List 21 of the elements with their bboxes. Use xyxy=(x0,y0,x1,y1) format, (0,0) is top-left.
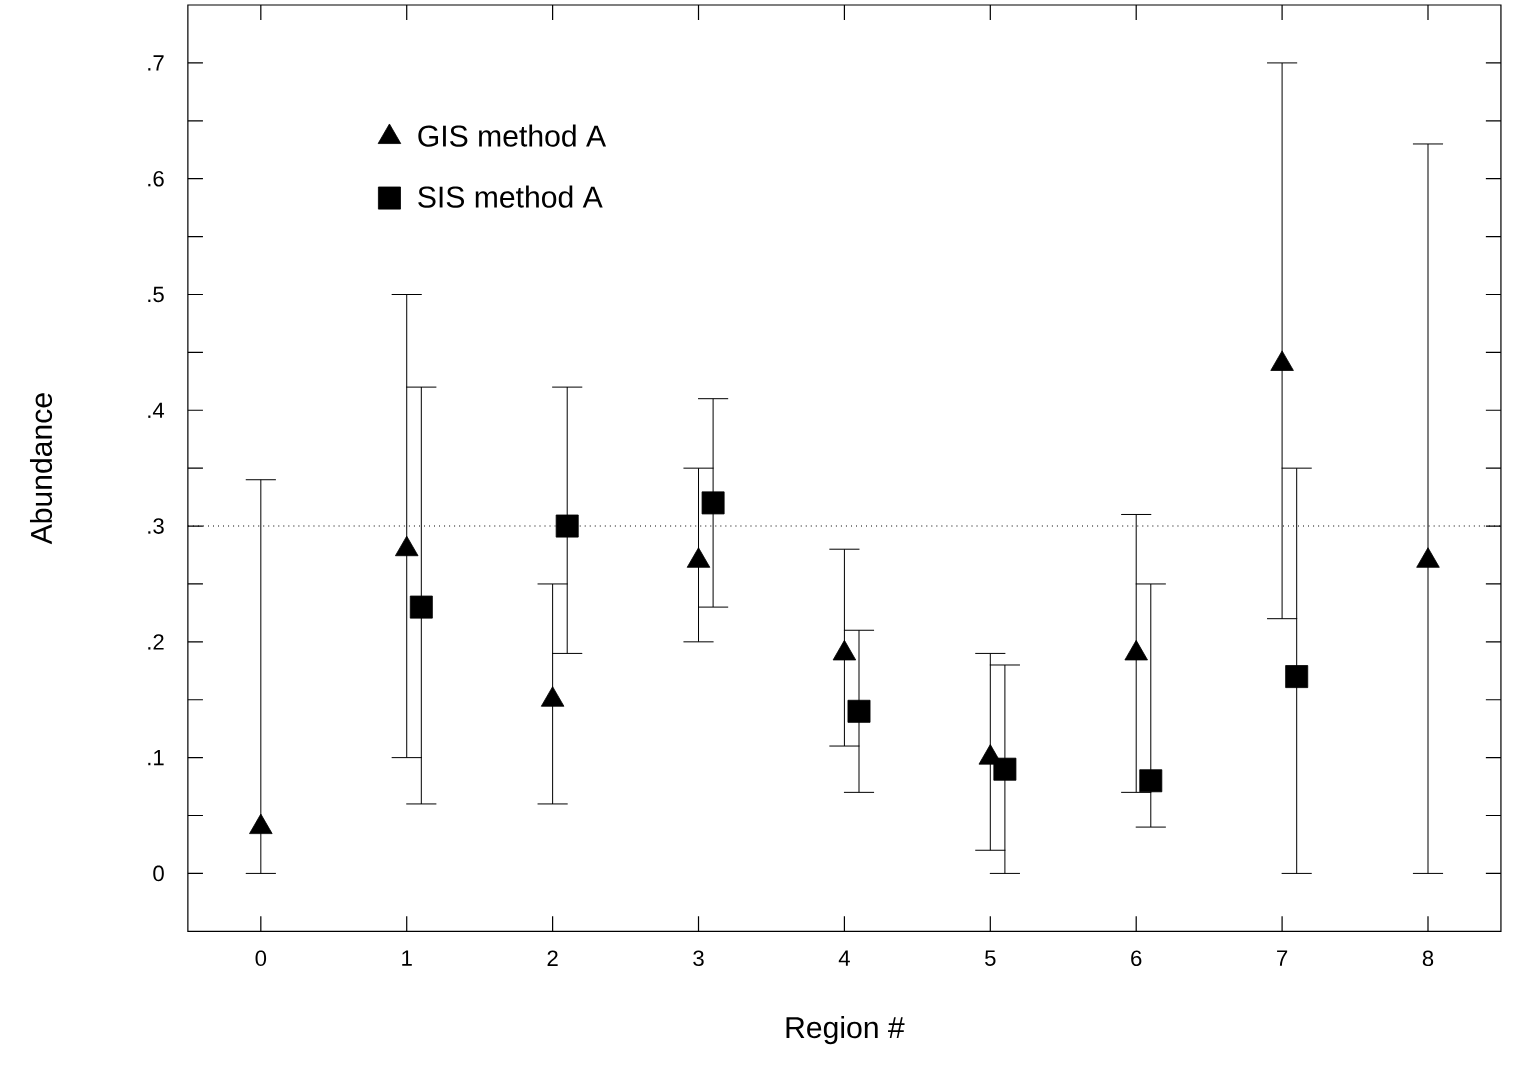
y-tick-label: .6 xyxy=(148,170,164,187)
y-tick-label: .7 xyxy=(148,55,164,71)
y-tick-label: .5 xyxy=(148,286,164,303)
y-axis-title: Abundance xyxy=(29,393,53,545)
y-tick-label: 0 xyxy=(153,865,164,882)
legend-label: GIS method A xyxy=(418,124,607,147)
x-tick-label: 8 xyxy=(1422,950,1434,967)
x-tick-label: 5 xyxy=(985,950,996,966)
y-tick-label: .3 xyxy=(148,518,164,534)
x-tick-label: 3 xyxy=(693,950,704,967)
legend-label: SIS method A xyxy=(418,185,603,208)
y-tick-label: .4 xyxy=(148,402,165,418)
x-tick-label: 0 xyxy=(255,950,267,967)
x-tick-label: 7 xyxy=(1277,950,1288,966)
x-tick-label: 4 xyxy=(838,950,850,966)
x-tick-label: 2 xyxy=(547,950,558,966)
y-tick-label: .1 xyxy=(148,750,164,766)
y-tick-label: .2 xyxy=(148,634,164,650)
x-tick-label: 6 xyxy=(1131,950,1142,967)
x-tick-label: 1 xyxy=(402,950,412,966)
x-axis-title: Region # xyxy=(786,1016,905,1045)
